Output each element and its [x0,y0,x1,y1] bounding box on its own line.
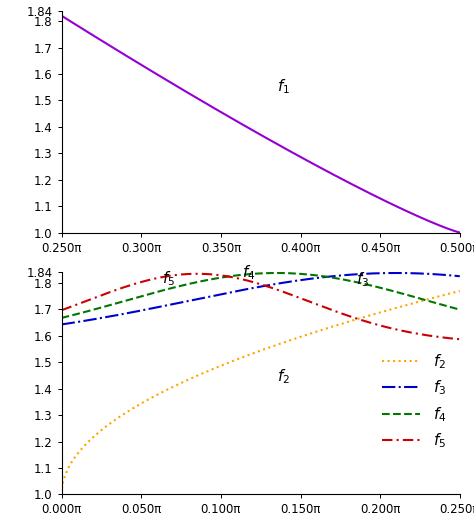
$f_4$ [79,310,85,316]
$f_5$ [79,299,85,306]
$f_5$ [242,277,248,283]
$f_5$ [446,335,451,341]
$f_3$ [242,286,247,292]
Text: $f_5$: $f_5$ [162,269,175,288]
$f_2$ [372,311,378,317]
$f_5$ [194,270,200,277]
$f_2$ [242,353,247,360]
$f_4$ [59,315,64,321]
$f_4$ [446,304,451,310]
Line: $f_4$: $f_4$ [62,273,460,318]
Legend: $f_2$, $f_3$, $f_4$, $f_5$: $f_2$, $f_3$, $f_4$, $f_5$ [376,346,452,456]
Text: $f_4$: $f_4$ [242,264,255,282]
$f_2$ [79,446,85,452]
$f_3$ [446,272,451,278]
$f_4$ [242,271,247,278]
$f_4$ [273,270,279,276]
$f_3$ [59,321,64,328]
$f_3$ [79,318,85,325]
$f_5$ [446,335,451,341]
Text: $f_2$: $f_2$ [277,367,290,386]
$f_4$ [446,304,451,310]
$f_2$ [446,291,451,297]
$f_2$ [457,288,463,294]
$f_2$ [59,491,64,498]
$f_5$ [59,307,64,313]
$f_5$ [373,321,378,327]
$f_2$ [445,291,451,297]
$f_3$ [393,270,399,276]
$f_3$ [372,270,378,277]
$f_3$ [446,272,451,278]
$f_4$ [252,270,258,277]
$f_4$ [373,284,378,290]
$f_5$ [253,280,258,286]
Line: $f_3$: $f_3$ [62,273,460,325]
Line: $f_2$: $f_2$ [62,291,460,494]
Text: $f_1$: $f_1$ [277,77,290,96]
$f_3$ [252,285,258,291]
$f_3$ [457,273,463,279]
$f_4$ [457,307,463,313]
$f_5$ [457,336,463,342]
Line: $f_5$: $f_5$ [62,274,460,339]
$f_2$ [252,349,258,356]
Text: $f_3$: $f_3$ [356,270,370,289]
